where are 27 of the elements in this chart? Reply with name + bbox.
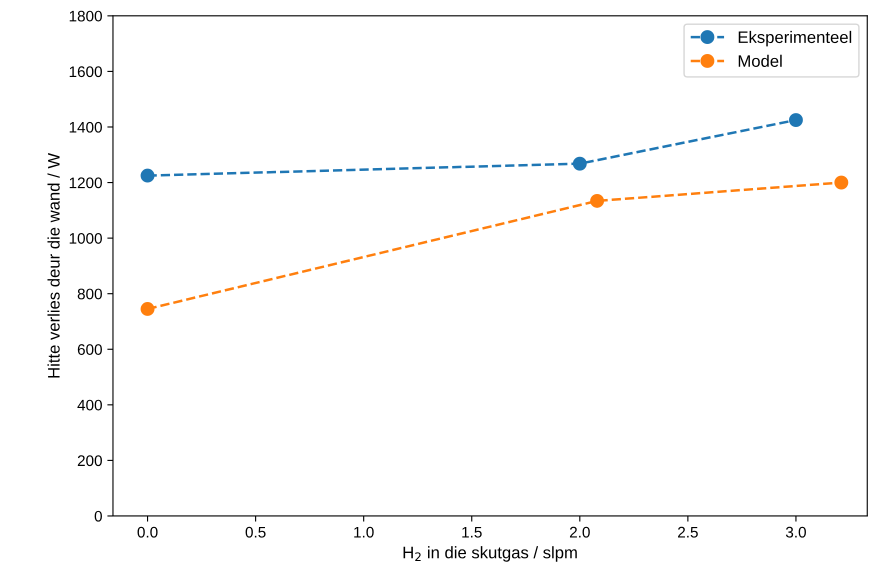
point (140, 302, 154, 316)
point (140, 168, 154, 183)
point (572, 156, 587, 171)
point (590, 194, 604, 208)
y-axis-title: Hitte verlies deur die wand / W (47, 152, 60, 378)
y-tick-label: 800 (78, 288, 102, 300)
x-axis-title: H$_{2}$ in die skutgas / slpm (404, 546, 577, 562)
y-tick-label: 0 (94, 510, 102, 522)
y-tick-label: 1600 (70, 66, 102, 78)
legend-label: Model (738, 54, 782, 67)
x-tick-label: 3.0 (786, 526, 806, 538)
x-tick-label: 0.0 (138, 526, 158, 538)
y-tick-label: 1800 (70, 10, 102, 22)
legend-label: Eksperimenteel (738, 30, 852, 46)
x-tick-label: 0.5 (246, 526, 266, 538)
y-tick-label: 400 (77, 400, 102, 411)
y-tick-label: 1000 (70, 232, 102, 244)
y-tick-label: 200 (78, 455, 102, 466)
x-tick-label: 2.0 (570, 526, 590, 538)
point (834, 176, 848, 190)
y-tick-label: 1200 (70, 177, 102, 188)
point (788, 113, 803, 127)
x-tick-label: 1.0 (354, 526, 374, 538)
y-tick-label: 600 (78, 344, 102, 355)
y-tick-label: 1400 (70, 122, 102, 133)
x-tick-label: 2.5 (678, 526, 698, 538)
x-tick-label: 1.5 (462, 526, 482, 538)
